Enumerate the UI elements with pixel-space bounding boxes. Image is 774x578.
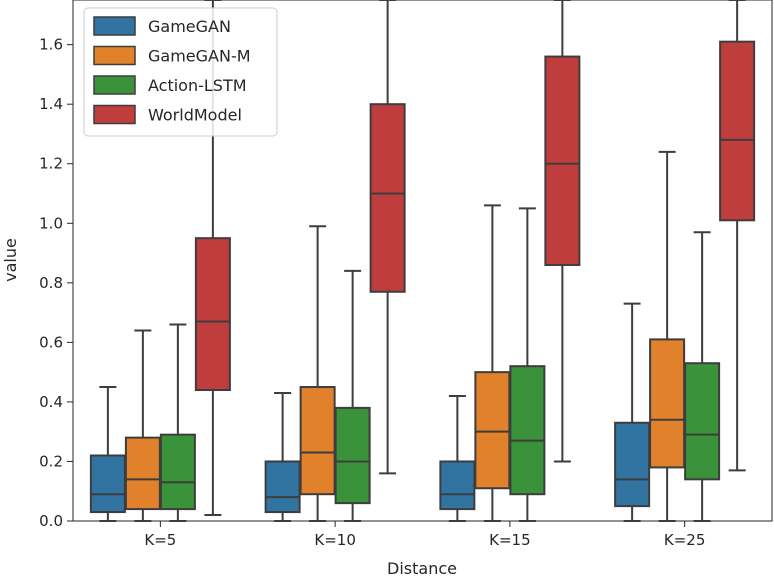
box [544,0,581,463]
box [719,0,756,472]
legend-label: GameGAN [148,17,231,36]
box-series-group [89,0,756,522]
legend-label: GameGAN-M [148,47,251,66]
y-tick-label: 0.6 [39,333,63,351]
box-body [369,103,406,293]
legend-item: GameGAN-M [93,45,251,66]
series-worldmodel [194,0,756,517]
box-body [194,237,231,392]
box [684,231,721,522]
y-tick-label: 0.4 [39,393,63,411]
y-axis-label: value [1,238,20,282]
box [159,323,196,522]
series-action-lstm [159,207,721,522]
y-tick-label: 1.2 [39,155,63,173]
legend-item: GameGAN [93,16,231,36]
legend-frame [83,7,278,137]
box-body [159,433,196,511]
x-axis-label: Distance [387,559,457,578]
box [369,0,406,475]
box-body [334,406,371,505]
legend-swatch [93,45,136,66]
box [264,391,301,522]
box [439,394,476,522]
box [509,207,546,522]
y-tick-label: 0.0 [39,512,63,530]
x-axis: K=5 K=10 K=15 K=25 [144,521,705,549]
y-tick-label: 1.0 [39,214,63,232]
box-body [614,421,651,508]
box-body [439,460,476,511]
box-body [474,371,511,490]
box-body [684,362,721,481]
legend-label: Action-LSTM [148,76,247,95]
box-body [544,55,581,266]
box-body [719,40,756,222]
y-tick-label: 1.4 [39,95,63,113]
legend-item: Action-LSTM [93,75,247,95]
box [649,150,686,522]
legend-swatch [93,75,136,95]
x-tick-label: K=25 [664,531,706,549]
legend-item: WorldModel [93,104,242,125]
y-tick-label: 1.6 [39,36,63,54]
y-axis: 0.0 0.2 0.4 0.6 0.8 1.0 1.2 1.4 1.6 [39,36,73,530]
x-tick-label: K=10 [314,531,356,549]
y-tick-label: 0.8 [39,274,63,292]
y-tick-label: 0.2 [39,452,63,470]
box-body [89,454,126,514]
legend-swatch [93,16,136,36]
box-body [124,436,161,511]
legend: GameGAN GameGAN-M Action-LSTM WorldModel [83,7,278,137]
box-body [264,460,301,514]
x-tick-label: K=15 [489,531,531,549]
box [474,204,511,522]
series-gamegan-m [124,150,686,522]
box-body [509,365,546,496]
box [334,269,371,522]
box-body [649,338,686,469]
box [614,302,651,522]
x-tick-label: K=5 [144,531,176,549]
legend-swatch [93,104,136,125]
legend-label: WorldModel [148,106,242,125]
box-body [299,386,336,496]
box [124,329,161,522]
